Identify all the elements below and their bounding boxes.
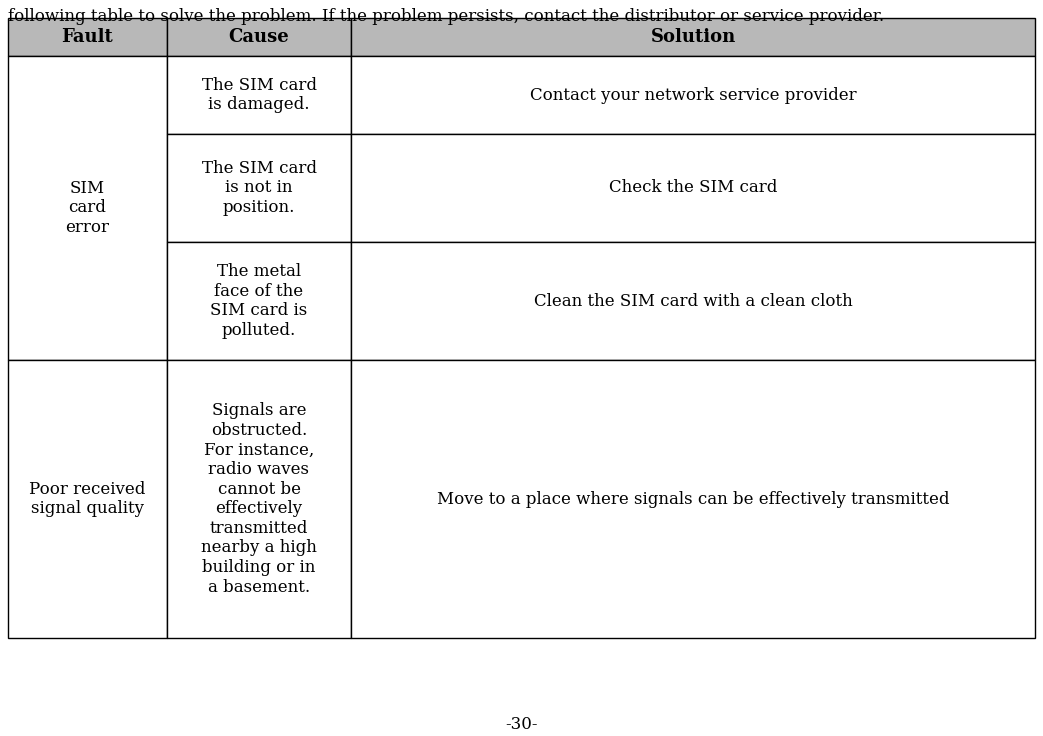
- Bar: [167, 360, 351, 638]
- Bar: [167, 134, 351, 242]
- Text: -30-: -30-: [505, 716, 538, 733]
- Text: following table to solve the problem. If the problem persists, contact the distr: following table to solve the problem. If…: [8, 8, 884, 25]
- Bar: [167, 18, 351, 56]
- Text: Cause: Cause: [228, 28, 289, 46]
- Text: The SIM card
is damaged.: The SIM card is damaged.: [201, 77, 316, 113]
- Text: The metal
face of the
SIM card is
polluted.: The metal face of the SIM card is pollut…: [211, 263, 308, 339]
- Text: SIM
card
error: SIM card error: [66, 180, 110, 236]
- Bar: [8, 56, 167, 360]
- Bar: [351, 242, 1035, 360]
- Text: Signals are
obstructed.
For instance,
radio waves
cannot be
effectively
transmit: Signals are obstructed. For instance, ra…: [201, 403, 317, 595]
- Bar: [167, 242, 351, 360]
- Text: The SIM card
is not in
position.: The SIM card is not in position.: [201, 160, 316, 216]
- Text: Contact your network service provider: Contact your network service provider: [530, 87, 856, 104]
- Text: Fault: Fault: [62, 28, 114, 46]
- Text: Clean the SIM card with a clean cloth: Clean the SIM card with a clean cloth: [534, 292, 852, 310]
- Bar: [8, 18, 167, 56]
- Bar: [351, 134, 1035, 242]
- Text: Poor received
signal quality: Poor received signal quality: [29, 481, 146, 517]
- Bar: [351, 18, 1035, 56]
- Bar: [351, 56, 1035, 134]
- Bar: [8, 360, 167, 638]
- Bar: [167, 56, 351, 134]
- Text: Check the SIM card: Check the SIM card: [609, 180, 777, 197]
- Text: Move to a place where signals can be effectively transmitted: Move to a place where signals can be eff…: [437, 490, 949, 508]
- Bar: [351, 360, 1035, 638]
- Text: Solution: Solution: [651, 28, 735, 46]
